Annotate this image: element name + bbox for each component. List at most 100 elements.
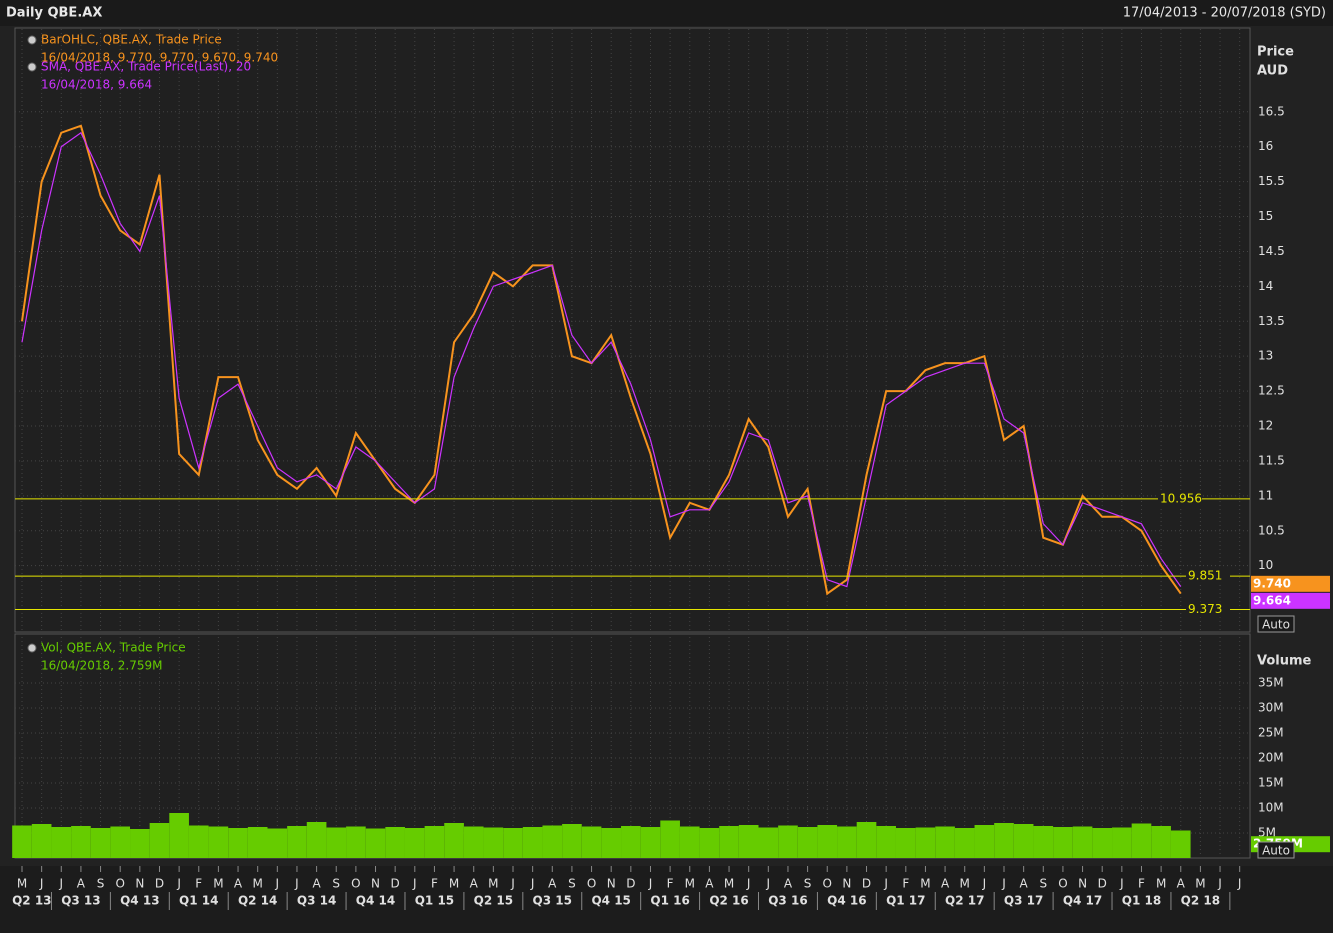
x-tick-label: J: [275, 877, 280, 891]
quarter-label: Q4 15: [591, 894, 630, 908]
x-tick-label: O: [823, 877, 832, 891]
volume-bar: [287, 826, 307, 858]
legend-value: 16/04/2018, 9.770, 9.770, 9.670, 9.740: [41, 51, 278, 65]
x-tick-label: N: [842, 877, 851, 891]
x-tick-label: M: [1195, 877, 1205, 891]
volume-bar: [915, 827, 936, 858]
legend-name: Vol, QBE.AX, Trade Price: [41, 641, 186, 655]
volume-bar: [385, 827, 405, 858]
volume-bar: [601, 828, 622, 858]
price-panel: [14, 27, 1251, 633]
x-tick-label: J: [1119, 877, 1124, 891]
volume-bar: [660, 820, 680, 858]
volume-bar: [12, 825, 32, 858]
level-label: 10.956: [1160, 491, 1202, 505]
y-tick-label: 11.5: [1258, 453, 1285, 467]
volume-bar: [306, 822, 327, 858]
x-tick-label: F: [902, 877, 909, 891]
volume-bar: [188, 825, 209, 858]
legend-name: BarOHLC, QBE.AX, Trade Price: [41, 33, 222, 47]
price-line: [21, 131, 1182, 588]
x-tick-label: J: [530, 877, 535, 891]
volume-bar: [562, 824, 582, 858]
x-tick-label: J: [1001, 877, 1006, 891]
quarter-label: Q1 14: [179, 894, 218, 908]
volume-bar: [1053, 827, 1073, 858]
x-tick-label: N: [371, 877, 380, 891]
x-tick-label: M: [213, 877, 223, 891]
level-label: 9.373: [1188, 602, 1222, 616]
quarter-label: Q2 15: [474, 894, 513, 908]
level-label-bg: [1186, 601, 1230, 618]
x-tick-label: J: [766, 877, 771, 891]
volume-bar: [1013, 824, 1034, 858]
x-tick-label: O: [587, 877, 596, 891]
x-tick-label: A: [1177, 877, 1186, 891]
x-tick-label: A: [784, 877, 793, 891]
volume-bar: [51, 827, 72, 858]
x-tick-label: M: [17, 877, 27, 891]
x-tick-label: O: [351, 877, 360, 891]
x-tick-label: J: [176, 877, 181, 891]
quarter-label: Q4 14: [356, 894, 395, 908]
x-tick-label: N: [1078, 877, 1087, 891]
x-tick-label: M: [488, 877, 498, 891]
level-label: 9.851: [1188, 569, 1222, 583]
volume-bar: [758, 827, 779, 858]
volume-bar: [267, 828, 288, 858]
scale-button-label[interactable]: Auto: [1262, 844, 1290, 858]
x-tick-label: J: [1237, 877, 1242, 891]
scale-button[interactable]: [1257, 615, 1295, 633]
volume-bar: [1151, 826, 1171, 858]
y-tick-label: 14: [1258, 279, 1273, 293]
volume-bar: [228, 828, 248, 858]
x-tick-label: F: [195, 877, 202, 891]
quarter-label: Q2 16: [709, 894, 748, 908]
volume-bar: [169, 813, 189, 858]
x-tick-label: A: [705, 877, 714, 891]
quarter-label: Q2 13: [12, 894, 51, 908]
scale-button-label[interactable]: Auto: [1262, 618, 1290, 632]
quarter-label: Q3 17: [1004, 894, 1043, 908]
quarter-label: Q2 17: [945, 894, 984, 908]
x-tick-label: A: [77, 877, 86, 891]
volume-bar: [444, 823, 464, 858]
volume-bar: [71, 826, 91, 858]
y-tick-label: 13.5: [1258, 314, 1285, 328]
volume-bar: [130, 829, 150, 858]
volume-bar: [640, 827, 661, 858]
y-tick-label: 35M: [1258, 676, 1284, 690]
quarter-label: Q4 16: [827, 894, 866, 908]
quarter-label: Q1 16: [650, 894, 689, 908]
volume-bar: [110, 826, 131, 858]
last-value-badge: [1251, 575, 1330, 592]
volume-bar: [208, 826, 229, 858]
date-range: 17/04/2013 - 20/07/2018 (SYD): [1123, 6, 1326, 21]
y-tick-label: 12: [1258, 419, 1273, 433]
volume-bar: [424, 826, 445, 858]
quarter-label: Q1 15: [415, 894, 454, 908]
volume-bar: [1072, 826, 1093, 858]
x-tick-label: M: [960, 877, 970, 891]
x-tick-label: D: [155, 877, 164, 891]
x-tick-label: M: [724, 877, 734, 891]
quarter-label: Q3 14: [297, 894, 336, 908]
x-tick-label: J: [1217, 877, 1222, 891]
x-tick-label: J: [883, 877, 888, 891]
quarter-label: Q2 18: [1181, 894, 1220, 908]
x-tick-label: F: [431, 877, 438, 891]
volume-bar: [90, 828, 111, 858]
legend-value: 16/04/2018, 2.759M: [41, 659, 163, 673]
volume-bar: [365, 828, 386, 858]
x-tick-label: A: [470, 877, 479, 891]
quarter-label: Q1 17: [886, 894, 925, 908]
volume-bar: [895, 828, 916, 858]
x-tick-label: J: [412, 877, 417, 891]
x-tick-label: D: [1098, 877, 1107, 891]
scale-button[interactable]: [1257, 841, 1295, 859]
x-tick-label: N: [607, 877, 616, 891]
x-tick-label: N: [135, 877, 144, 891]
volume-bar: [542, 825, 563, 858]
x-tick-label: D: [391, 877, 400, 891]
